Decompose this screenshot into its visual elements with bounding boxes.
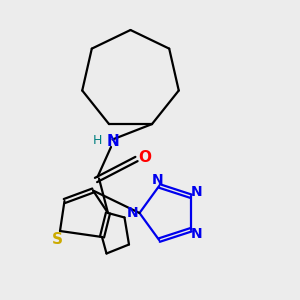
Text: O: O [138, 150, 152, 165]
Text: S: S [52, 232, 63, 247]
Text: N: N [127, 206, 139, 220]
Text: N: N [190, 185, 202, 200]
Text: N: N [151, 172, 163, 187]
Text: N: N [190, 226, 202, 241]
Text: N: N [106, 134, 119, 148]
Text: H: H [93, 134, 102, 148]
